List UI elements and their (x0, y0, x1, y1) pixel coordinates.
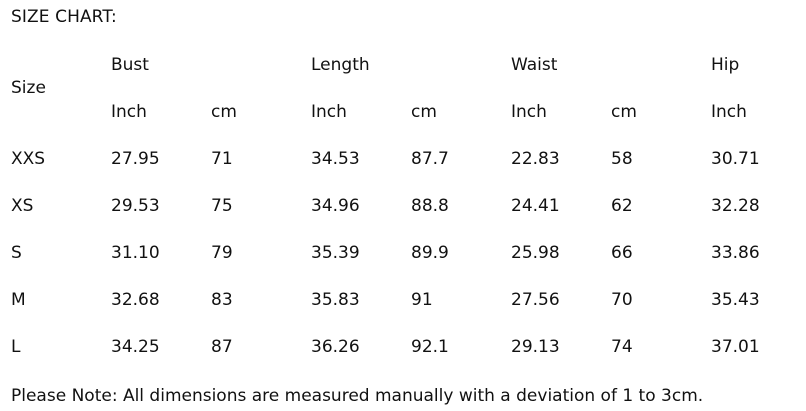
size-cell: L (11, 336, 21, 357)
measurement-note: Please Note: All dimensions are measured… (11, 386, 704, 406)
table-row: L 34.25 87 36.26 92.1 29.13 74 37.01 (0, 323, 806, 370)
waist-inch-cell: 27.56 (511, 289, 560, 310)
header-empty-cell (200, 41, 300, 88)
waist-cm-cell: 74 (611, 336, 633, 357)
length-inch-cell: 35.83 (311, 289, 360, 310)
length-inch-header: Inch (311, 101, 347, 122)
length-inch-cell: 35.39 (311, 242, 360, 263)
table-row: M 32.68 83 35.83 91 27.56 70 35.43 (0, 276, 806, 323)
size-column-header: Size (11, 78, 46, 98)
waist-inch-cell: 24.41 (511, 195, 560, 216)
length-cm-cell: 92.1 (411, 336, 449, 357)
bust-inch-cell: 27.95 (111, 148, 160, 169)
length-cm-cell: 89.9 (411, 242, 449, 263)
size-chart-table: Size Bust Length Waist Hip Inch cm Inch … (0, 41, 806, 370)
hip-inch-cell: 35.43 (711, 289, 760, 310)
waist-inch-cell: 25.98 (511, 242, 560, 263)
bust-cm-cell: 79 (211, 242, 233, 263)
size-chart-title: SIZE CHART: (11, 7, 117, 27)
length-cm-cell: 88.8 (411, 195, 449, 216)
waist-cm-cell: 70 (611, 289, 633, 310)
header-group-row: Size Bust Length Waist Hip (0, 41, 806, 99)
hip-group-header: Hip (711, 54, 740, 75)
table-row: XXS 27.95 71 34.53 87.7 22.83 58 30.71 (0, 135, 806, 182)
bust-cm-cell: 83 (211, 289, 233, 310)
waist-cm-cell: 58 (611, 148, 633, 169)
waist-cm-header: cm (611, 101, 637, 122)
hip-inch-cell: 33.86 (711, 242, 760, 263)
waist-cm-cell: 62 (611, 195, 633, 216)
bust-cm-cell: 75 (211, 195, 233, 216)
size-cell: XS (11, 195, 34, 216)
header-empty-cell (600, 41, 700, 88)
bust-inch-cell: 29.53 (111, 195, 160, 216)
waist-inch-header: Inch (511, 101, 547, 122)
waist-inch-cell: 22.83 (511, 148, 560, 169)
bust-cm-cell: 71 (211, 148, 233, 169)
header-unit-row: Inch cm Inch cm Inch cm Inch (0, 88, 806, 135)
size-cell: S (11, 242, 22, 263)
waist-group-header: Waist (511, 54, 558, 75)
table-row: XS 29.53 75 34.96 88.8 24.41 62 32.28 (0, 182, 806, 229)
length-inch-cell: 36.26 (311, 336, 360, 357)
size-cell: M (11, 289, 26, 310)
length-cm-header: cm (411, 101, 437, 122)
size-cell: XXS (11, 148, 46, 169)
waist-cm-cell: 66 (611, 242, 633, 263)
bust-cm-cell: 87 (211, 336, 233, 357)
hip-inch-cell: 37.01 (711, 336, 760, 357)
waist-inch-cell: 29.13 (511, 336, 560, 357)
bust-inch-header: Inch (111, 101, 147, 122)
length-group-header: Length (311, 54, 370, 75)
bust-inch-cell: 34.25 (111, 336, 160, 357)
header-empty-cell (400, 41, 500, 88)
length-inch-cell: 34.53 (311, 148, 360, 169)
bust-inch-cell: 31.10 (111, 242, 160, 263)
table-row: S 31.10 79 35.39 89.9 25.98 66 33.86 (0, 229, 806, 276)
length-inch-cell: 34.96 (311, 195, 360, 216)
hip-inch-cell: 30.71 (711, 148, 760, 169)
bust-group-header: Bust (111, 54, 149, 75)
length-cm-cell: 87.7 (411, 148, 449, 169)
bust-inch-cell: 32.68 (111, 289, 160, 310)
length-cm-cell: 91 (411, 289, 433, 310)
bust-cm-header: cm (211, 101, 237, 122)
hip-inch-cell: 32.28 (711, 195, 760, 216)
hip-inch-header: Inch (711, 101, 747, 122)
